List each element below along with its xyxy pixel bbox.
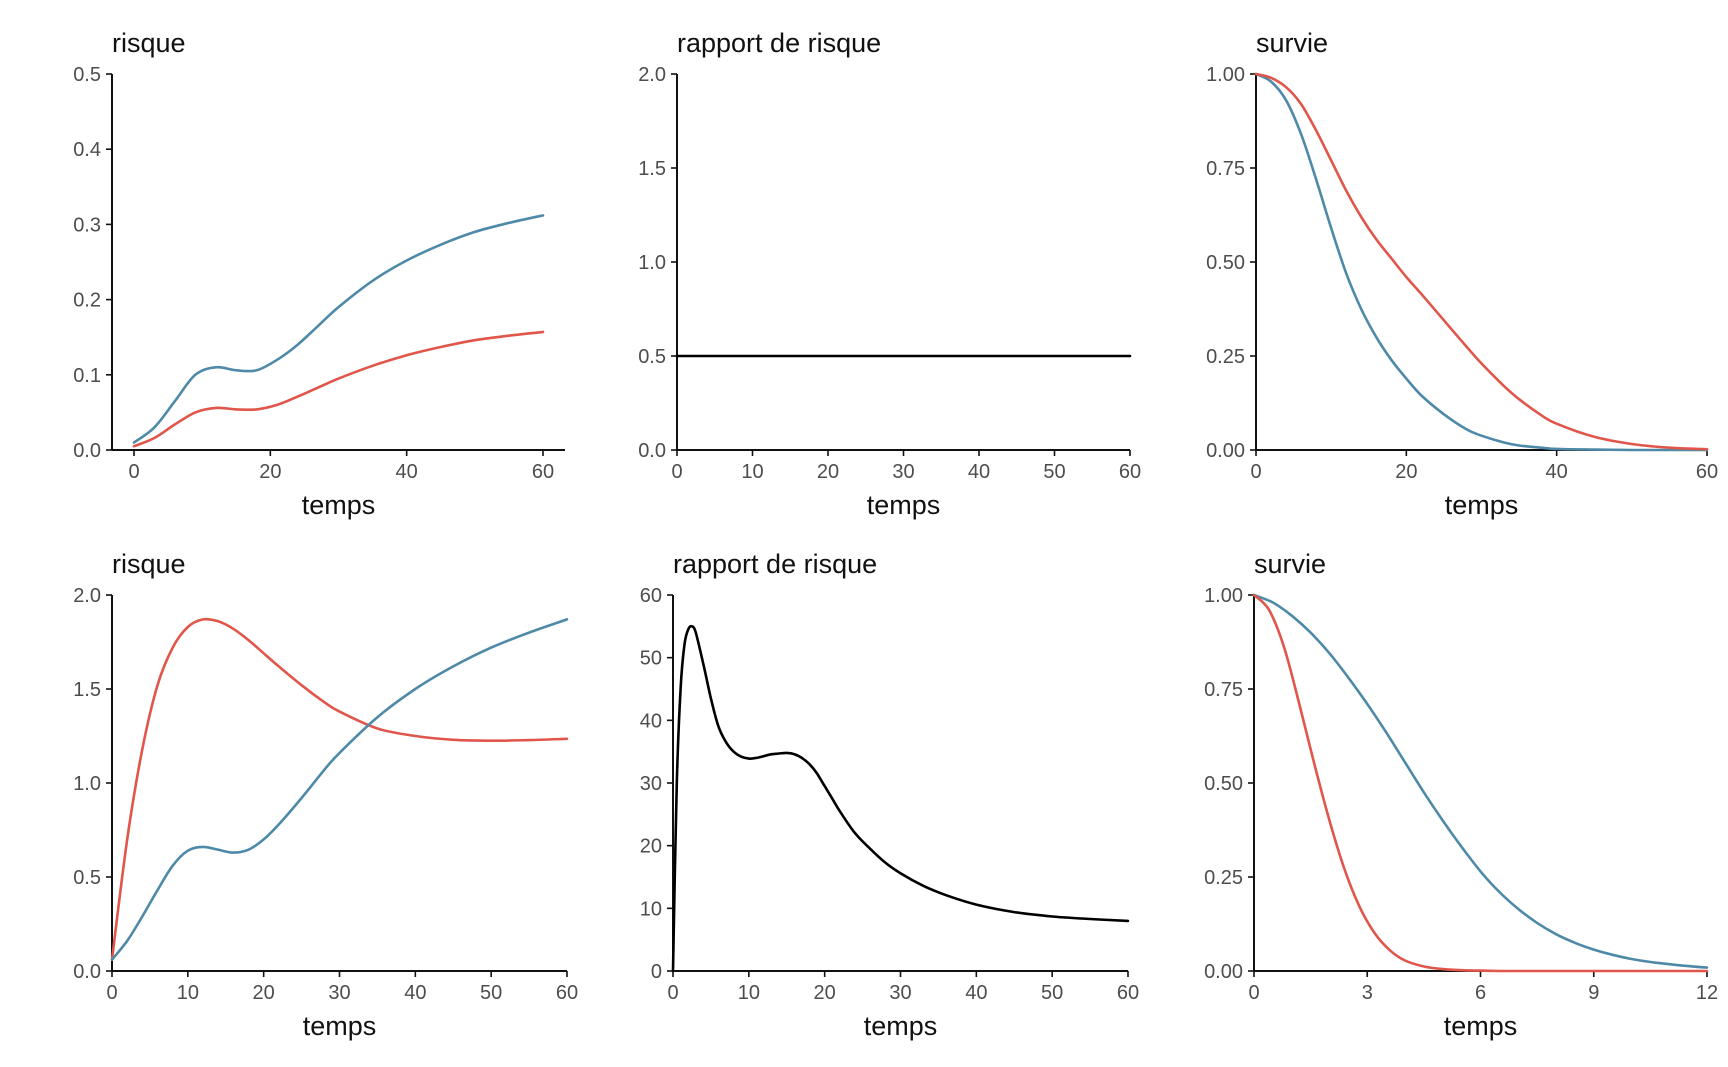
y-tick-label: 1.00 xyxy=(1204,585,1243,607)
x-tick-label: 60 xyxy=(1119,461,1141,483)
y-tick-label: 0.5 xyxy=(73,867,101,889)
y-tick-label: 2.0 xyxy=(638,64,666,86)
series-line-1 xyxy=(110,617,569,961)
series-line-1 xyxy=(1254,72,1709,452)
y-tick-label: 0.1 xyxy=(73,365,101,387)
y-tick-label: 0.3 xyxy=(73,214,101,236)
y-tick-label: 0.75 xyxy=(1204,679,1243,701)
y-tick-label: 0.00 xyxy=(1204,961,1243,983)
series-line-2 xyxy=(1254,72,1709,451)
panel-title: risque xyxy=(112,549,186,579)
panel-title: risque xyxy=(112,28,186,58)
x-tick-label: 20 xyxy=(817,461,839,483)
y-tick-label: 0.0 xyxy=(638,440,666,462)
x-axis-title: temps xyxy=(1444,1011,1518,1041)
series-line-1 xyxy=(671,624,1130,973)
x-tick-label: 50 xyxy=(1043,461,1065,483)
x-tick-label: 0 xyxy=(1250,461,1261,483)
panel-3: survie 0.00 0.25 0.50 0.75 1.00 0 20 40 60 temps xyxy=(1206,28,1718,520)
series-line-1 xyxy=(132,214,545,444)
x-tick-label: 0 xyxy=(106,982,117,1004)
panel-title: survie xyxy=(1254,549,1326,579)
series-line-1 xyxy=(1252,593,1709,969)
y-tick-label: 40 xyxy=(640,710,662,732)
x-tick-label: 30 xyxy=(892,461,914,483)
x-tick-label: 50 xyxy=(1041,982,1063,1004)
y-tick-label: 10 xyxy=(640,898,662,920)
y-tick-label: 0.50 xyxy=(1206,252,1245,274)
x-tick-label: 3 xyxy=(1362,982,1373,1004)
x-axis-title: temps xyxy=(1445,490,1519,520)
y-tick-label: 0.5 xyxy=(73,64,101,86)
y-tick-label: 0.25 xyxy=(1206,346,1245,368)
x-tick-label: 60 xyxy=(1117,982,1139,1004)
panel-6: survie 0.00 0.25 0.50 0.75 1.00 0 3 6 9 12 temps xyxy=(1204,549,1718,1041)
x-tick-label: 10 xyxy=(177,982,199,1004)
y-tick-label: 0.00 xyxy=(1206,440,1245,462)
panel-title: rapport de risque xyxy=(673,549,877,579)
x-tick-label: 40 xyxy=(1546,461,1568,483)
panel-2: rapport de risque 0.0 0.5 1.0 1.5 2.0 0 10 20 30 4… xyxy=(638,28,1141,520)
y-tick-label: 0.4 xyxy=(73,139,101,161)
x-tick-label: 40 xyxy=(396,461,418,483)
y-tick-label: 30 xyxy=(640,773,662,795)
series-line-2 xyxy=(1252,593,1709,973)
y-tick-label: 50 xyxy=(640,648,662,670)
y-tick-label: 60 xyxy=(640,585,662,607)
x-axis-title: temps xyxy=(864,1011,938,1041)
x-tick-label: 50 xyxy=(480,982,502,1004)
y-tick-label: 0.5 xyxy=(638,346,666,368)
x-tick-label: 60 xyxy=(1696,461,1718,483)
x-tick-label: 6 xyxy=(1475,982,1486,1004)
x-tick-label: 10 xyxy=(741,461,763,483)
x-tick-label: 40 xyxy=(404,982,426,1004)
y-tick-label: 2.0 xyxy=(73,585,101,607)
x-tick-label: 10 xyxy=(738,982,760,1004)
x-tick-label: 30 xyxy=(889,982,911,1004)
x-tick-label: 40 xyxy=(968,461,990,483)
x-tick-label: 9 xyxy=(1588,982,1599,1004)
y-tick-label: 20 xyxy=(640,836,662,858)
x-tick-label: 0 xyxy=(667,982,678,1004)
y-tick-label: 0.25 xyxy=(1204,867,1243,889)
y-tick-label: 0.50 xyxy=(1204,773,1243,795)
x-tick-label: 60 xyxy=(532,461,554,483)
y-tick-label: 1.5 xyxy=(73,679,101,701)
x-tick-label: 20 xyxy=(1395,461,1417,483)
series-line-2 xyxy=(132,330,545,448)
x-tick-label: 40 xyxy=(965,982,987,1004)
y-tick-label: 1.0 xyxy=(73,773,101,795)
x-tick-label: 0 xyxy=(1248,982,1259,1004)
panel-4: risque 0.0 0.5 1.0 1.5 2.0 0 10 20 30 40 50 60 temps xyxy=(73,549,578,1041)
x-tick-label: 30 xyxy=(328,982,350,1004)
x-axis-title: temps xyxy=(302,490,376,520)
panel-title: rapport de risque xyxy=(677,28,881,58)
series-line-2 xyxy=(110,618,569,961)
x-tick-label: 60 xyxy=(556,982,578,1004)
x-tick-label: 20 xyxy=(253,982,275,1004)
x-axis-title: temps xyxy=(303,1011,377,1041)
y-tick-label: 0.2 xyxy=(73,290,101,312)
x-tick-label: 20 xyxy=(259,461,281,483)
panel-1: risque 0.0 0.1 0.2 0.3 0.4 0.5 0 20 40 60 temps xyxy=(73,28,565,520)
x-tick-label: 0 xyxy=(128,461,139,483)
x-axis-title: temps xyxy=(867,490,941,520)
panel-title: survie xyxy=(1256,28,1328,58)
y-tick-label: 0.0 xyxy=(73,440,101,462)
y-tick-label: 0 xyxy=(651,961,662,983)
panel-5: rapport de risque 0 10 20 30 40 50 60 0 10 20 30 40 5… xyxy=(640,549,1139,1041)
x-tick-label: 0 xyxy=(671,461,682,483)
y-tick-label: 0.0 xyxy=(73,961,101,983)
x-tick-label: 20 xyxy=(814,982,836,1004)
y-tick-label: 1.00 xyxy=(1206,64,1245,86)
y-tick-label: 1.5 xyxy=(638,158,666,180)
y-tick-label: 1.0 xyxy=(638,252,666,274)
x-tick-label: 12 xyxy=(1696,982,1718,1004)
y-tick-label: 0.75 xyxy=(1206,158,1245,180)
